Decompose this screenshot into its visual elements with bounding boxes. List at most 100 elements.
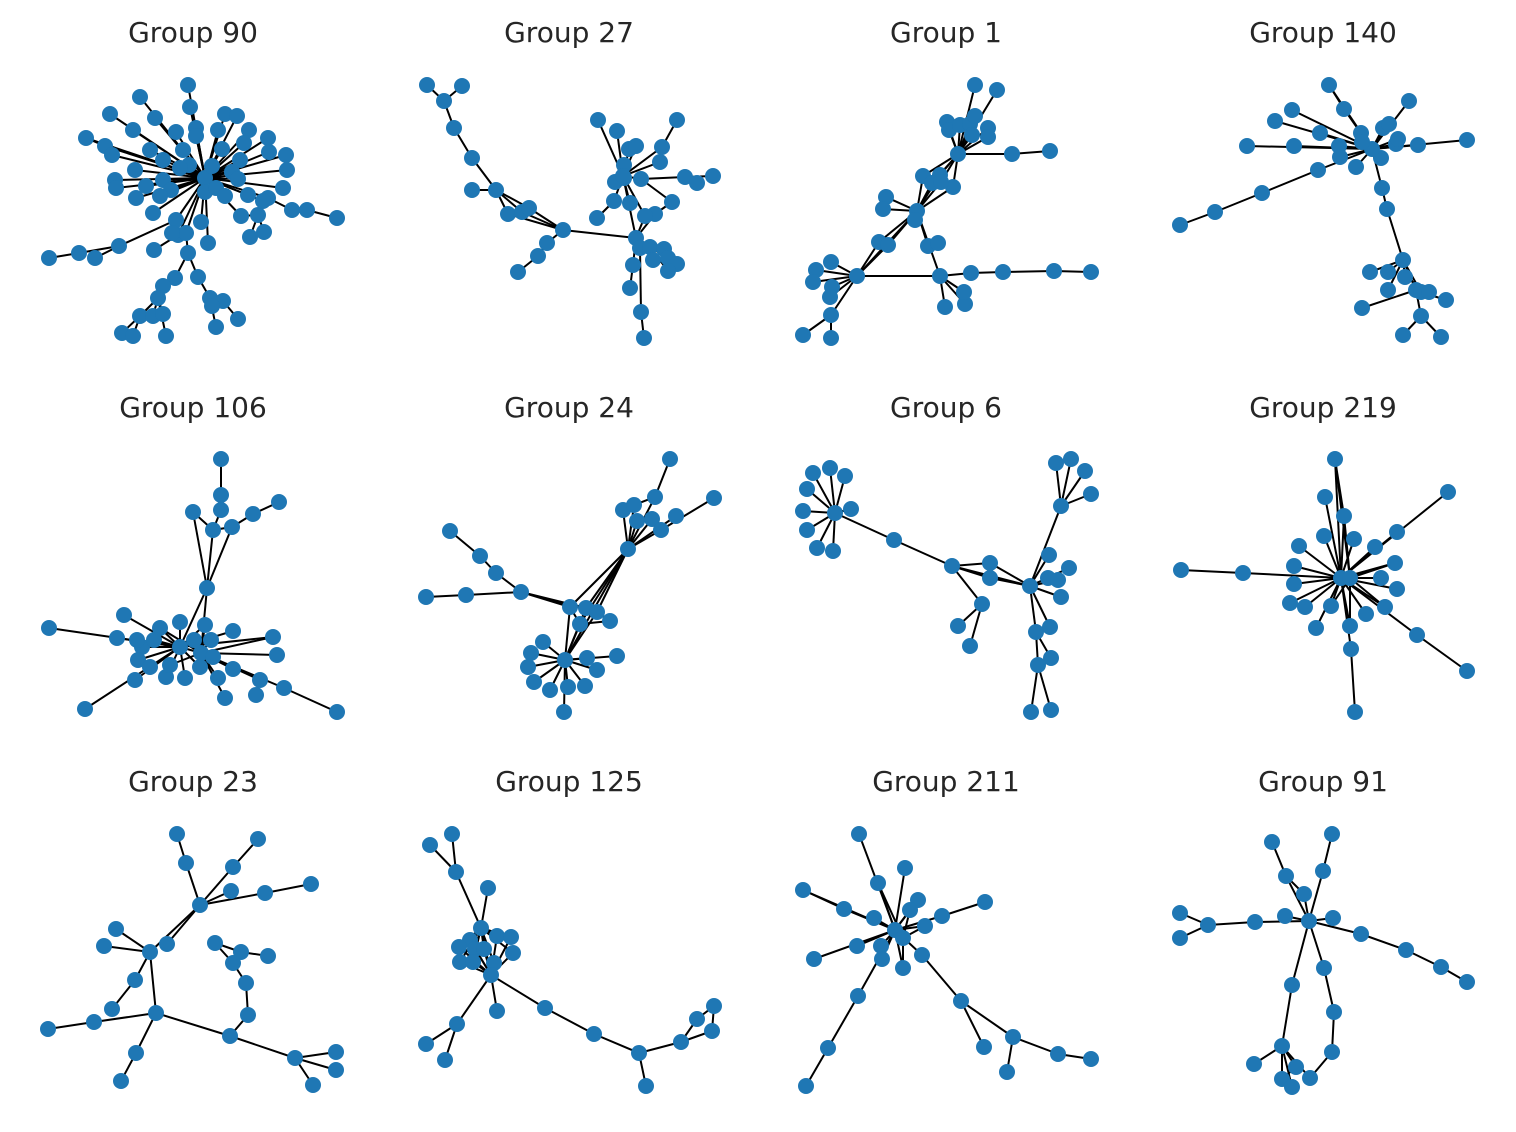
graph-node xyxy=(645,252,661,268)
graph-node xyxy=(823,330,839,346)
graph-edge xyxy=(152,177,206,214)
panel-title: Group 6 xyxy=(890,391,1002,424)
graph-node xyxy=(458,587,474,603)
panel-title: Group 90 xyxy=(128,16,258,49)
graph-node xyxy=(152,620,168,636)
graph-node xyxy=(537,1000,553,1016)
graph-node xyxy=(1264,834,1280,850)
graph-edge xyxy=(1343,515,1351,579)
graph-node xyxy=(880,237,896,253)
graph-node xyxy=(662,451,678,467)
graph-node xyxy=(96,938,112,954)
graph-node xyxy=(1043,650,1059,666)
graph-node xyxy=(503,929,519,945)
graph-node xyxy=(208,319,224,335)
graph-node xyxy=(223,883,239,899)
graph-node xyxy=(1348,159,1364,175)
graph-node xyxy=(1254,185,1270,201)
graph-node xyxy=(436,93,452,109)
graph-node xyxy=(706,490,722,506)
graph-edge xyxy=(593,1033,640,1054)
graph-edge xyxy=(93,1012,157,1023)
graph-edge xyxy=(1386,208,1404,261)
graph-node xyxy=(1308,620,1324,636)
network-graph xyxy=(41,451,345,720)
graph-edge xyxy=(134,169,206,179)
graph-node xyxy=(210,670,226,686)
graph-node xyxy=(620,541,636,557)
graph-node xyxy=(982,570,998,586)
panel-group-24: Group 24 xyxy=(418,391,722,720)
graph-node xyxy=(1401,93,1417,109)
graph-node xyxy=(934,908,950,924)
graph-node xyxy=(1312,125,1328,141)
graph-node xyxy=(260,130,276,146)
graph-node xyxy=(1362,264,1378,280)
graph-edge xyxy=(1180,569,1244,574)
panel-group-23: Group 23 xyxy=(40,765,344,1093)
graph-node xyxy=(256,224,272,240)
network-graph xyxy=(418,451,722,720)
graph-node xyxy=(589,604,605,620)
graph-node xyxy=(523,645,539,661)
graph-edge xyxy=(175,177,206,221)
graph-node xyxy=(132,308,148,324)
graph-edge xyxy=(490,974,546,1009)
graph-edge xyxy=(1308,870,1324,922)
graph-edge xyxy=(456,974,492,1025)
panel-group-1: Group 1 xyxy=(795,16,1099,346)
graph-node xyxy=(276,680,292,696)
graph-node xyxy=(1387,555,1403,571)
graph-edge xyxy=(1242,572,1342,579)
graph-node xyxy=(1316,960,1332,976)
graph-node xyxy=(472,548,488,564)
graph-node xyxy=(451,939,467,955)
graph-node xyxy=(1409,627,1425,643)
graph-node xyxy=(590,112,606,128)
graph-node xyxy=(962,638,978,654)
graph-node xyxy=(1286,558,1302,574)
graph-node xyxy=(1358,606,1374,622)
graph-edge xyxy=(283,687,338,713)
graph-node xyxy=(225,623,241,639)
graph-node xyxy=(287,1050,303,1066)
graph-edge xyxy=(206,529,214,589)
graph-node xyxy=(125,122,141,138)
graph-node xyxy=(1172,930,1188,946)
graph-node xyxy=(116,607,132,623)
graph-node xyxy=(486,955,502,971)
graph-node xyxy=(1459,974,1475,990)
graph-node xyxy=(795,327,811,343)
graph-node xyxy=(138,178,154,194)
graph-node xyxy=(279,162,295,178)
graph-node xyxy=(1324,1044,1340,1060)
graph-edge xyxy=(455,871,482,929)
network-graph xyxy=(40,826,344,1093)
panel-title: Group 23 xyxy=(128,765,258,798)
graph-node xyxy=(233,208,249,224)
graph-node xyxy=(1459,132,1475,148)
graph-node xyxy=(953,993,969,1009)
graph-node xyxy=(233,944,249,960)
graph-edge xyxy=(622,146,663,177)
graph-edge xyxy=(192,511,208,589)
graph-node xyxy=(217,188,233,204)
graph-node xyxy=(197,617,213,633)
graph-node xyxy=(229,108,245,124)
graph-node xyxy=(798,1078,814,1094)
graph-node xyxy=(1324,826,1340,842)
graph-edge xyxy=(569,548,629,608)
graph-node xyxy=(204,298,220,314)
graph-node xyxy=(526,674,542,690)
graph-edge xyxy=(199,866,234,906)
graph-node xyxy=(820,1040,836,1056)
graph-node xyxy=(510,264,526,280)
graph-node xyxy=(207,935,223,951)
graph-edge xyxy=(660,497,715,531)
graph-node xyxy=(205,649,221,665)
graph-node xyxy=(808,262,824,278)
graph-node xyxy=(1282,595,1298,611)
graph-node xyxy=(977,894,993,910)
graph-node xyxy=(78,130,94,146)
